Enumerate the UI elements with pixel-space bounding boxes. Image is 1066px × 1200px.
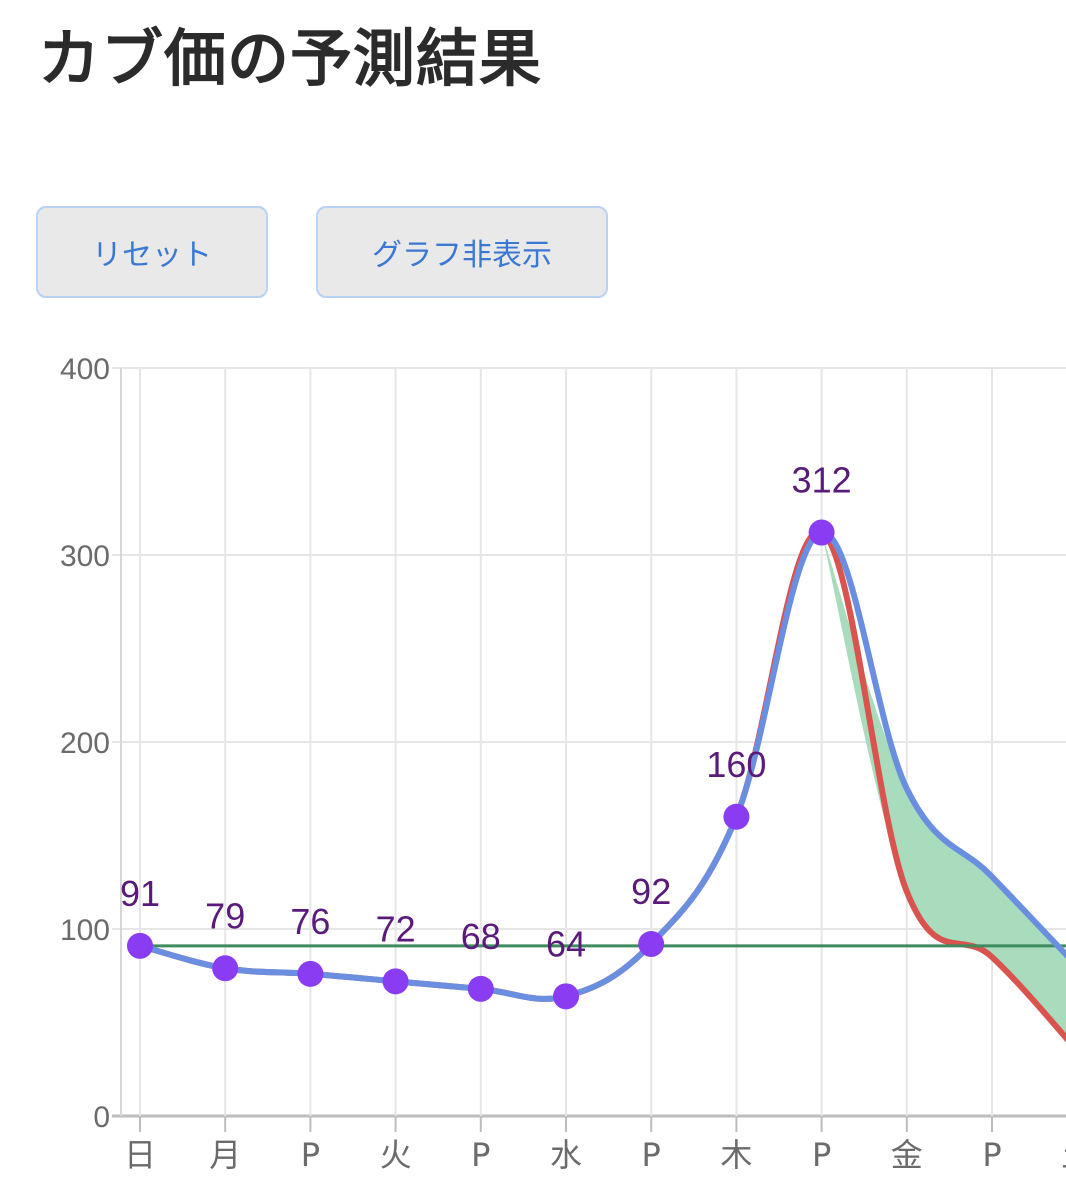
- x-tick-label: 火: [380, 1136, 412, 1174]
- data-point: [638, 931, 664, 957]
- data-point: [127, 933, 153, 959]
- y-tick-label: 0: [93, 1101, 110, 1134]
- data-point: [809, 520, 835, 546]
- chart-lines: [140, 532, 1066, 1051]
- data-point: [212, 955, 238, 981]
- y-tick-label: 300: [60, 540, 110, 573]
- data-label: 68: [461, 916, 501, 957]
- x-tick-label: 土: [1061, 1136, 1066, 1174]
- x-tick-label: P: [301, 1136, 320, 1174]
- page-title: カブ価の予測結果: [38, 14, 542, 104]
- hide-graph-button[interactable]: グラフ非表示: [316, 206, 608, 298]
- data-label: 79: [205, 895, 245, 936]
- x-tick-label: P: [812, 1136, 831, 1174]
- data-point: [553, 983, 579, 1009]
- data-point: [297, 961, 323, 987]
- x-tick-label: P: [982, 1136, 1001, 1174]
- y-tick-label: 400: [60, 353, 110, 386]
- x-tick-label: P: [642, 1136, 661, 1174]
- x-tick-label: 木: [720, 1136, 752, 1174]
- chart-grid: [112, 368, 1066, 1116]
- y-tick-label: 200: [60, 727, 110, 760]
- data-label: 92: [631, 871, 671, 912]
- x-tick-label: 月: [209, 1136, 241, 1174]
- price-chart: 0 100 200 300 400 日 月 P 火 P 水 P 木 P 金 P 土 91 79 76 72 68 64 92…: [0, 330, 1066, 1200]
- data-label: 76: [290, 901, 330, 942]
- x-tick-label: P: [471, 1136, 490, 1174]
- data-label: 160: [706, 744, 766, 785]
- chart-data-labels: 91 79 76 72 68 64 92 160 312: [120, 460, 852, 965]
- data-label: 312: [792, 460, 852, 501]
- x-tick-label: 日: [124, 1136, 156, 1174]
- data-point: [468, 976, 494, 1002]
- x-tick-label: 金: [891, 1136, 923, 1174]
- x-tick-label: 水: [550, 1136, 582, 1174]
- data-point: [383, 968, 409, 994]
- reset-button[interactable]: リセット: [36, 206, 268, 298]
- data-label: 91: [120, 873, 160, 914]
- data-label: 64: [546, 923, 586, 964]
- y-tick-label: 100: [60, 914, 110, 947]
- data-point: [723, 804, 749, 830]
- data-label: 72: [376, 908, 416, 949]
- chart-axes: 0 100 200 300 400 日 月 P 火 P 水 P 木 P 金 P 土: [60, 353, 1066, 1174]
